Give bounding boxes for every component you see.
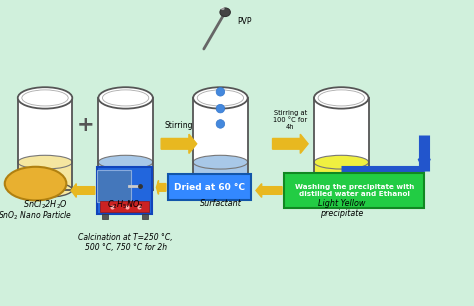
Ellipse shape <box>193 155 247 169</box>
Ellipse shape <box>18 155 72 169</box>
Ellipse shape <box>193 182 247 197</box>
FancyArrow shape <box>71 184 95 197</box>
Ellipse shape <box>98 87 153 109</box>
FancyBboxPatch shape <box>102 214 108 219</box>
Text: SnO$_2$ Nano Particle: SnO$_2$ Nano Particle <box>0 210 73 222</box>
FancyBboxPatch shape <box>314 162 368 190</box>
Text: Dried at 60 °C: Dried at 60 °C <box>174 183 245 192</box>
FancyArrow shape <box>156 181 166 194</box>
FancyBboxPatch shape <box>193 98 248 190</box>
Ellipse shape <box>314 87 368 109</box>
FancyBboxPatch shape <box>100 201 149 212</box>
Ellipse shape <box>314 155 368 169</box>
FancyBboxPatch shape <box>99 98 153 190</box>
FancyBboxPatch shape <box>97 167 152 214</box>
Text: Light Yellow
precipitate: Light Yellow precipitate <box>318 199 365 218</box>
Text: Calcination at T=250 °C,
500 °C, 750 °C for 2h: Calcination at T=250 °C, 500 °C, 750 °C … <box>78 233 173 252</box>
FancyBboxPatch shape <box>18 162 72 190</box>
FancyBboxPatch shape <box>18 98 72 190</box>
FancyBboxPatch shape <box>284 173 424 208</box>
FancyBboxPatch shape <box>97 170 131 202</box>
Ellipse shape <box>314 182 368 197</box>
FancyArrow shape <box>418 159 430 171</box>
Text: Stirring at
100 °C for
4h: Stirring at 100 °C for 4h <box>273 110 307 130</box>
Text: SnCl$_2$2H$_2$O: SnCl$_2$2H$_2$O <box>23 199 67 211</box>
Ellipse shape <box>98 155 153 169</box>
FancyBboxPatch shape <box>193 162 248 190</box>
FancyArrow shape <box>273 134 308 154</box>
FancyArrow shape <box>161 134 197 154</box>
Text: PVP: PVP <box>237 17 252 26</box>
Text: C$_2$H$_5$NO$_2$: C$_2$H$_5$NO$_2$ <box>107 199 144 211</box>
Ellipse shape <box>220 8 230 17</box>
Text: Washing the precipitate with
distilled water and Ethanol: Washing the precipitate with distilled w… <box>295 184 414 197</box>
FancyBboxPatch shape <box>314 98 368 190</box>
Ellipse shape <box>193 87 247 109</box>
FancyBboxPatch shape <box>99 162 153 190</box>
Text: +: + <box>76 115 94 136</box>
Ellipse shape <box>98 182 153 197</box>
Ellipse shape <box>5 167 66 200</box>
FancyBboxPatch shape <box>142 214 148 219</box>
Ellipse shape <box>216 120 225 128</box>
Text: Stirring: Stirring <box>164 121 193 130</box>
Ellipse shape <box>18 87 72 109</box>
Ellipse shape <box>216 88 225 96</box>
Ellipse shape <box>216 104 225 113</box>
Ellipse shape <box>221 7 225 10</box>
FancyArrow shape <box>256 184 282 197</box>
Text: Surfactant: Surfactant <box>200 199 241 208</box>
FancyBboxPatch shape <box>168 174 251 200</box>
Ellipse shape <box>18 182 72 197</box>
